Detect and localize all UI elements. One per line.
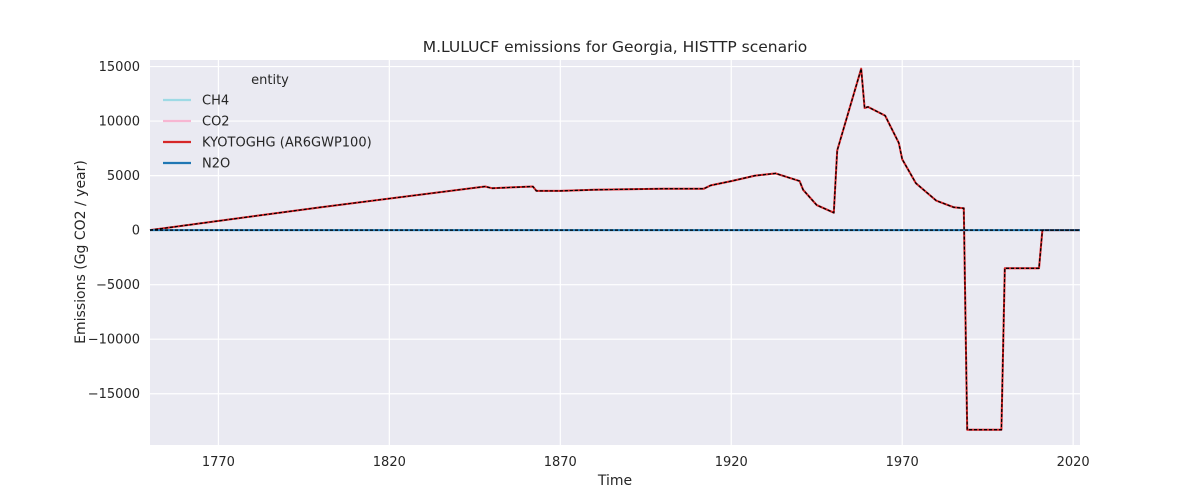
- series-overlay-kyotoghg-ar6gwp100: [149, 68, 1080, 431]
- legend: entity CH4 CO2 KYOTOGHG (AR6GWP100) N2O: [163, 73, 372, 172]
- x-axis-label: Time: [597, 473, 632, 489]
- y-tick-label: 0: [132, 224, 140, 239]
- series-layer: [149, 67, 1080, 431]
- legend-label: CO2: [202, 115, 230, 130]
- y-tick-label: −15000: [88, 387, 140, 402]
- y-tick-label: −10000: [88, 333, 140, 348]
- x-tick-label: 1870: [544, 455, 577, 470]
- ticks: 1770 1820 1870 1920 1970 2020 −15000 −10000 −500…: [88, 60, 1090, 470]
- x-tick-label: 2020: [1057, 455, 1090, 470]
- y-tick-label: −5000: [96, 278, 140, 293]
- y-tick-label: 10000: [99, 115, 140, 130]
- legend-label: KYOTOGHG (AR6GWP100): [202, 136, 372, 151]
- x-tick-label: 1920: [715, 455, 748, 470]
- x-tick-label: 1820: [373, 455, 406, 470]
- x-tick-label: 1970: [886, 455, 919, 470]
- legend-entries: CH4 CO2 KYOTOGHG (AR6GWP100) N2O: [163, 94, 372, 172]
- legend-title: entity: [251, 73, 289, 88]
- legend-label: CH4: [202, 94, 229, 109]
- plot-area: [150, 60, 1080, 445]
- y-tick-label: 5000: [107, 169, 140, 184]
- x-tick-label: 1770: [202, 455, 235, 470]
- chart-title: M.LULUCF emissions for Georgia, HISTTP s…: [423, 38, 808, 56]
- legend-label: N2O: [202, 157, 230, 172]
- y-axis-label: Emissions (Gg CO2 / year): [73, 160, 89, 344]
- y-tick-label: 15000: [99, 60, 140, 75]
